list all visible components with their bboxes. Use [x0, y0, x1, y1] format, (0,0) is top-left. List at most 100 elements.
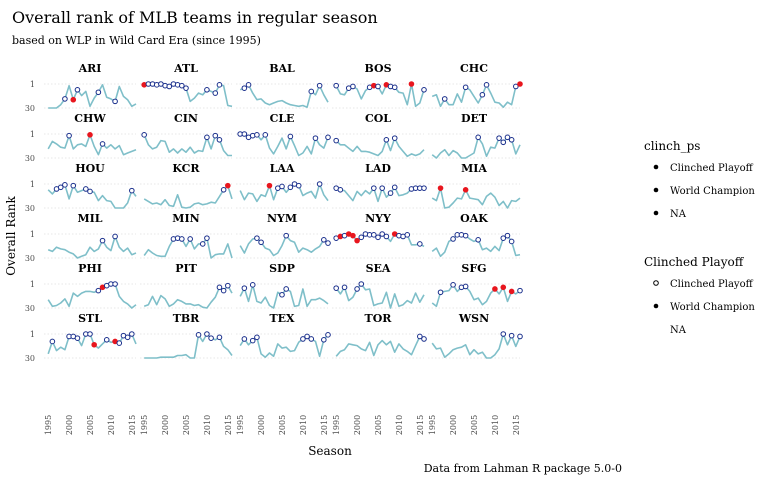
- clinched-point: [508, 238, 515, 245]
- clinched-point: [508, 136, 515, 143]
- series-line: [431, 136, 521, 159]
- x-tick-label: 2005: [278, 415, 287, 435]
- x-tick-label: 1995: [428, 415, 437, 435]
- panel-label: ARI: [78, 62, 102, 75]
- x-tick-label: 2005: [374, 415, 383, 435]
- panel-cin: CIN: [140, 112, 232, 159]
- clinched-point: [417, 241, 423, 247]
- clinched-point: [112, 98, 118, 105]
- series-line: [431, 83, 521, 108]
- clinched-point: [279, 183, 285, 190]
- clinched-point: [379, 231, 385, 237]
- champion-point: [517, 81, 523, 87]
- panel-chw: CHW 1 30: [25, 112, 137, 163]
- x-tick-label: 2000: [161, 415, 170, 435]
- legend-title: Clinched Playoff: [644, 255, 745, 269]
- clinched-point: [500, 331, 507, 337]
- clinched-point: [204, 331, 210, 337]
- clinched-point: [216, 334, 223, 341]
- series-line: [239, 234, 329, 257]
- panel-label: TEX: [269, 312, 295, 325]
- panel-label: PHI: [78, 262, 102, 275]
- clinched-point: [249, 282, 256, 288]
- clinched-point: [116, 340, 123, 346]
- clinched-point: [241, 285, 248, 291]
- clinched-point: [462, 232, 469, 239]
- clinched-point: [87, 188, 93, 195]
- panel-tor: TOR: [332, 312, 427, 359]
- x-tick-label: 2005: [182, 415, 191, 435]
- clinched-point: [387, 190, 394, 196]
- x-tick-label: 2015: [416, 415, 425, 435]
- x-tick-label: 1995: [236, 415, 245, 435]
- legend-2: Clinched Playoff Clinched Playoff World Ch…: [644, 255, 755, 336]
- clinched-point: [337, 186, 344, 193]
- clinched-point: [279, 291, 285, 298]
- clinched-point: [383, 136, 390, 143]
- panel-label: TOR: [365, 312, 393, 325]
- panel-label: SDP: [269, 262, 295, 275]
- clinched-point: [254, 132, 260, 138]
- x-tick-label: 2000: [65, 415, 74, 435]
- clinched-point: [254, 334, 260, 341]
- clinched-point: [283, 286, 289, 292]
- panel-label: OAK: [460, 212, 488, 225]
- clinched-point: [216, 136, 223, 143]
- champion-point: [266, 182, 273, 189]
- panel-phi: PHI 1 30: [25, 262, 137, 313]
- clinched-point: [216, 284, 223, 291]
- clinched-point: [103, 336, 110, 343]
- panel-sea: SEA: [332, 262, 425, 309]
- series-line: [239, 183, 329, 203]
- clinched-point: [325, 134, 331, 141]
- clinched-point: [308, 336, 315, 342]
- clinched-point: [379, 185, 385, 191]
- panel-label: MIN: [172, 212, 199, 225]
- clinched-point: [513, 83, 519, 90]
- clinched-point: [517, 287, 523, 294]
- clinched-point: [508, 332, 515, 339]
- y-tick-label: 1: [30, 280, 35, 289]
- y-tick-label: 30: [25, 304, 35, 313]
- panel-lad: LAD: [332, 162, 427, 209]
- x-axis-title: Season: [308, 444, 352, 458]
- legend-key-open: [653, 280, 659, 286]
- series-line: [47, 333, 137, 355]
- panel-label: LAA: [270, 162, 295, 175]
- panel-col: COL: [332, 112, 425, 159]
- clinched-point: [179, 82, 185, 89]
- clinched-point: [241, 336, 248, 342]
- clinched-point: [99, 141, 106, 147]
- champion-point: [408, 81, 415, 87]
- clinched-point: [383, 233, 390, 240]
- champion-point: [91, 341, 97, 348]
- clinched-point: [129, 187, 135, 194]
- clinched-point: [258, 239, 264, 246]
- clinched-point: [358, 281, 365, 287]
- clinched-point: [350, 83, 356, 90]
- panel-label: COL: [365, 112, 391, 125]
- chart-caption: Data from Lahman R package 5.0-0: [424, 462, 622, 475]
- clinched-point: [112, 233, 118, 240]
- champion-point: [350, 232, 356, 239]
- x-tick-label: 2000: [449, 415, 458, 435]
- series-line: [431, 283, 521, 308]
- panel-label: TBR: [173, 312, 200, 325]
- y-tick-label: 1: [30, 130, 35, 139]
- legend-label: Clinched Playoff: [670, 279, 754, 290]
- clinched-point: [462, 84, 469, 91]
- series-line: [335, 335, 425, 357]
- panel-label: KCR: [172, 162, 200, 175]
- x-tick-label: 2015: [224, 415, 233, 435]
- x-tick-label: 2015: [512, 415, 521, 435]
- clinched-point: [212, 132, 219, 139]
- panel-label: MIL: [77, 212, 102, 225]
- clinched-point: [312, 135, 319, 141]
- clinched-point: [49, 338, 56, 345]
- clinched-point: [504, 134, 511, 141]
- clinched-point: [241, 85, 248, 91]
- x-tick-label: 2010: [299, 415, 308, 435]
- x-tick-label: 1995: [140, 415, 149, 435]
- clinched-point: [421, 185, 427, 191]
- panel-bos: BOS: [332, 62, 427, 109]
